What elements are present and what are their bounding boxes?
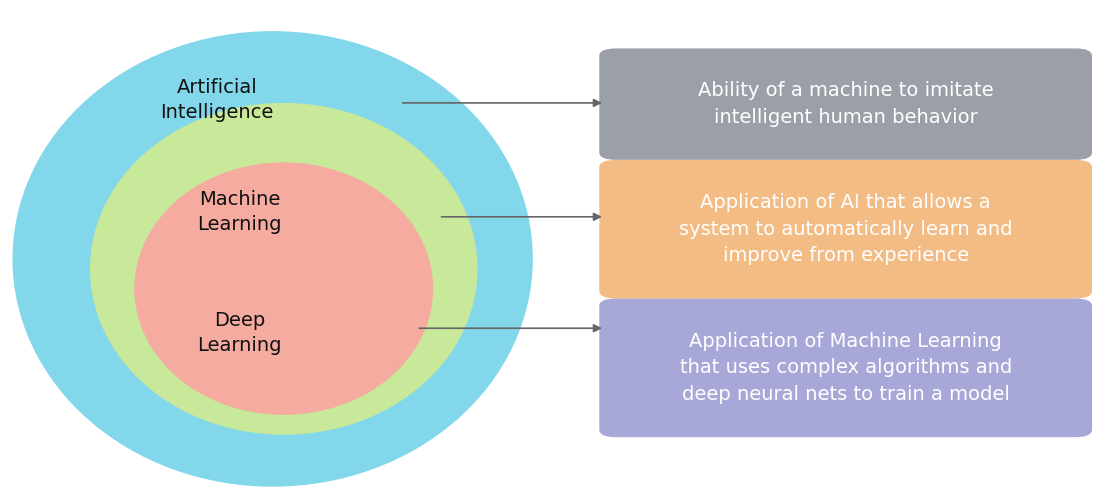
Ellipse shape (90, 103, 477, 435)
Text: Ability of a machine to imitate
intelligent human behavior: Ability of a machine to imitate intellig… (698, 81, 993, 127)
Text: Application of Machine Learning
that uses complex algorithms and
deep neural net: Application of Machine Learning that use… (679, 332, 1012, 404)
Text: Application of AI that allows a
system to automatically learn and
improve from e: Application of AI that allows a system t… (679, 193, 1012, 265)
Ellipse shape (134, 162, 433, 415)
FancyBboxPatch shape (599, 298, 1092, 437)
Text: Machine
Learning: Machine Learning (198, 190, 282, 234)
Text: Artificial
Intelligence: Artificial Intelligence (161, 78, 274, 123)
Ellipse shape (12, 31, 533, 487)
FancyBboxPatch shape (599, 48, 1092, 160)
FancyBboxPatch shape (599, 160, 1092, 298)
Text: Deep
Learning: Deep Learning (198, 311, 282, 355)
